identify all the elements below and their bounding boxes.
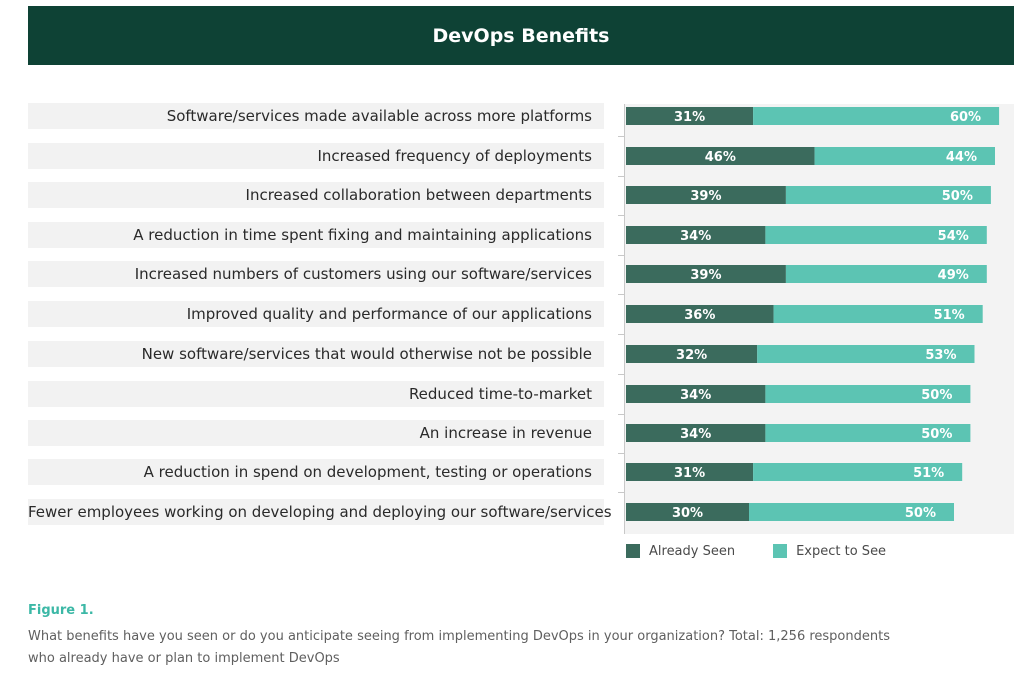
chart-title-banner: DevOps Benefits [28, 6, 1014, 65]
bar-already-seen [626, 226, 766, 244]
category-label: Fewer employees working on developing an… [28, 499, 612, 525]
bar-already-seen [626, 503, 749, 521]
data-label-already-seen: 39% [690, 268, 721, 283]
bar-expect-to-see [765, 424, 971, 442]
figure-label: Figure 1. [28, 603, 94, 618]
data-label-already-seen: 34% [680, 229, 711, 244]
bar-already-seen [626, 107, 754, 125]
data-label-expect-to-see: 54% [938, 229, 969, 244]
legend-item-already-seen: Already Seen [626, 544, 735, 559]
bar-expect-to-see [765, 385, 971, 403]
category-label: Increased frequency of deployments [28, 143, 604, 169]
category-label: Reduced time-to-market [28, 381, 604, 407]
data-label-expect-to-see: 50% [921, 427, 952, 442]
legend-swatch-expect-to-see [773, 544, 788, 558]
data-label-expect-to-see: 50% [942, 189, 973, 204]
bar-expect-to-see [753, 107, 1000, 125]
data-label-expect-to-see: 49% [938, 268, 969, 283]
category-label: Improved quality and performance of our … [28, 301, 604, 327]
data-label-already-seen: 34% [680, 388, 711, 403]
data-label-already-seen: 34% [680, 427, 711, 442]
axis-tick [618, 453, 624, 454]
data-label-expect-to-see: 60% [950, 110, 981, 125]
bar-expect-to-see [757, 345, 975, 363]
data-label-expect-to-see: 50% [921, 388, 952, 403]
axis-tick [618, 215, 624, 216]
bar-expect-to-see [749, 503, 954, 521]
category-label: Software/services made available across … [28, 103, 604, 129]
data-label-already-seen: 46% [705, 150, 736, 165]
bar-already-seen [626, 186, 786, 204]
category-label: Increased numbers of customers using our… [28, 261, 604, 287]
data-label-already-seen: 39% [690, 189, 721, 204]
bar-already-seen [626, 385, 766, 403]
data-label-already-seen: 31% [674, 110, 705, 125]
axis-tick [618, 414, 624, 415]
axis-tick [618, 136, 624, 137]
legend-label-expect-to-see: Expect to See [796, 543, 887, 559]
axis-tick [618, 176, 624, 177]
bar-already-seen [626, 345, 758, 363]
bar-expect-to-see [785, 186, 991, 204]
bar-expect-to-see [814, 147, 995, 165]
legend-item-expect-to-see: Expect to See [773, 544, 886, 559]
axis-tick [618, 334, 624, 335]
legend-label-already-seen: Already Seen [649, 543, 736, 559]
category-label: Increased collaboration between departme… [28, 182, 604, 208]
y-axis-line [624, 104, 625, 534]
data-label-expect-to-see: 44% [946, 150, 977, 165]
category-label: A reduction in spend on development, tes… [28, 459, 604, 485]
axis-tick [618, 492, 624, 493]
bar-already-seen [626, 265, 786, 283]
category-label: An increase in revenue [28, 420, 604, 446]
data-label-expect-to-see: 51% [913, 466, 944, 481]
axis-tick [618, 294, 624, 295]
legend-swatch-already-seen [626, 544, 640, 558]
legend: Already Seen Expect to See [626, 542, 924, 560]
data-label-already-seen: 36% [684, 308, 715, 323]
figure-caption: What benefits have you seen or do you an… [28, 629, 890, 666]
category-label: A reduction in time spent fixing and mai… [28, 222, 604, 248]
category-labels: Software/services made available across … [28, 0, 612, 681]
bar-expect-to-see [765, 226, 987, 244]
data-label-expect-to-see: 53% [925, 348, 956, 363]
axis-tick [618, 255, 624, 256]
bar-already-seen [626, 305, 774, 323]
data-label-expect-to-see: 50% [905, 506, 936, 521]
bar-expect-to-see [773, 305, 983, 323]
data-label-already-seen: 30% [672, 506, 703, 521]
bar-already-seen [626, 463, 754, 481]
category-label: New software/services that would otherwi… [28, 341, 604, 367]
axis-tick [618, 374, 624, 375]
bar-already-seen [626, 147, 815, 165]
bar-expect-to-see [753, 463, 963, 481]
bar-expect-to-see [785, 265, 987, 283]
data-label-already-seen: 32% [676, 348, 707, 363]
bar-already-seen [626, 424, 766, 442]
data-label-already-seen: 31% [674, 466, 705, 481]
chart-title: DevOps Benefits [432, 24, 610, 47]
data-label-expect-to-see: 51% [934, 308, 965, 323]
